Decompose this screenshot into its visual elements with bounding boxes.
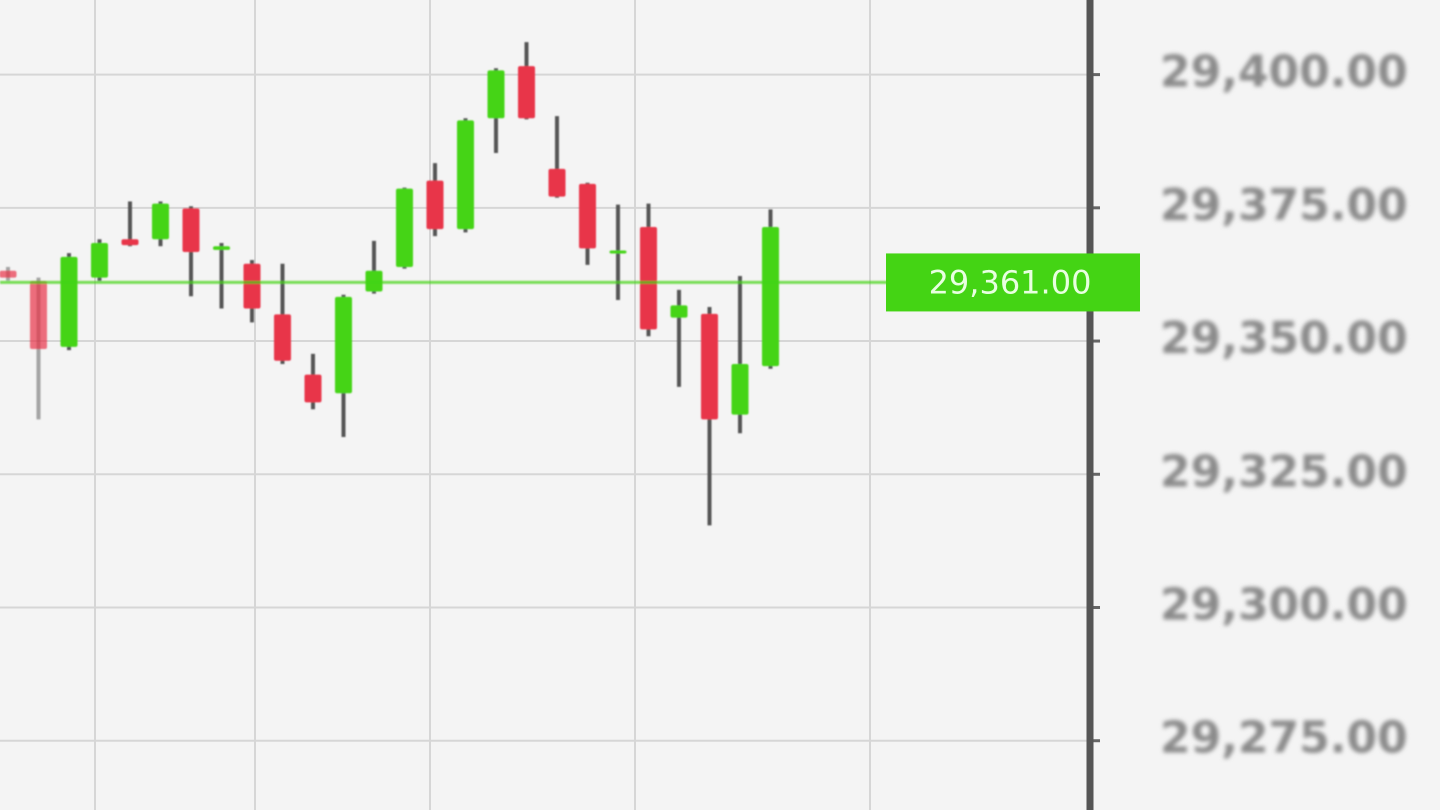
candle-body	[152, 203, 169, 240]
candle-body	[243, 263, 261, 309]
candle-body	[335, 296, 352, 394]
candle-body	[762, 227, 779, 367]
y-tick-label: 29,300.00	[1160, 580, 1408, 631]
grid	[0, 0, 1090, 810]
candle-body	[0, 270, 17, 278]
candle-body	[304, 374, 322, 403]
candle-body	[213, 246, 230, 250]
candle-body	[640, 227, 657, 330]
candle-body	[426, 180, 444, 230]
candle-body	[274, 314, 291, 361]
last-price-label: 29,361.00	[929, 263, 1092, 301]
candle-body	[91, 243, 108, 278]
price-axis: 29,275.00 29,300.00 29,325.00 29,350.00 29,3…	[886, 0, 1408, 810]
candle-body	[182, 208, 200, 253]
candle-body	[579, 183, 596, 249]
candle-body	[487, 70, 505, 119]
candle-body	[731, 363, 749, 415]
candle-body	[457, 120, 474, 230]
candle-body	[396, 188, 413, 267]
y-tick-label: 29,400.00	[1160, 47, 1408, 98]
candle-body	[121, 239, 139, 246]
candle-body	[548, 168, 566, 197]
last-price-box	[886, 253, 1140, 312]
candle-body	[30, 280, 47, 350]
candles	[0, 42, 890, 526]
y-tick-label: 29,275.00	[1160, 713, 1408, 764]
y-tick-label: 29,350.00	[1160, 313, 1408, 364]
candle-body	[670, 305, 688, 318]
y-tick-label: 29,375.00	[1160, 180, 1408, 231]
y-tick-label: 29,325.00	[1160, 446, 1408, 497]
candle-body	[60, 256, 78, 347]
candle-body	[609, 250, 627, 254]
candle-body	[701, 313, 718, 420]
candle-body	[518, 66, 535, 119]
